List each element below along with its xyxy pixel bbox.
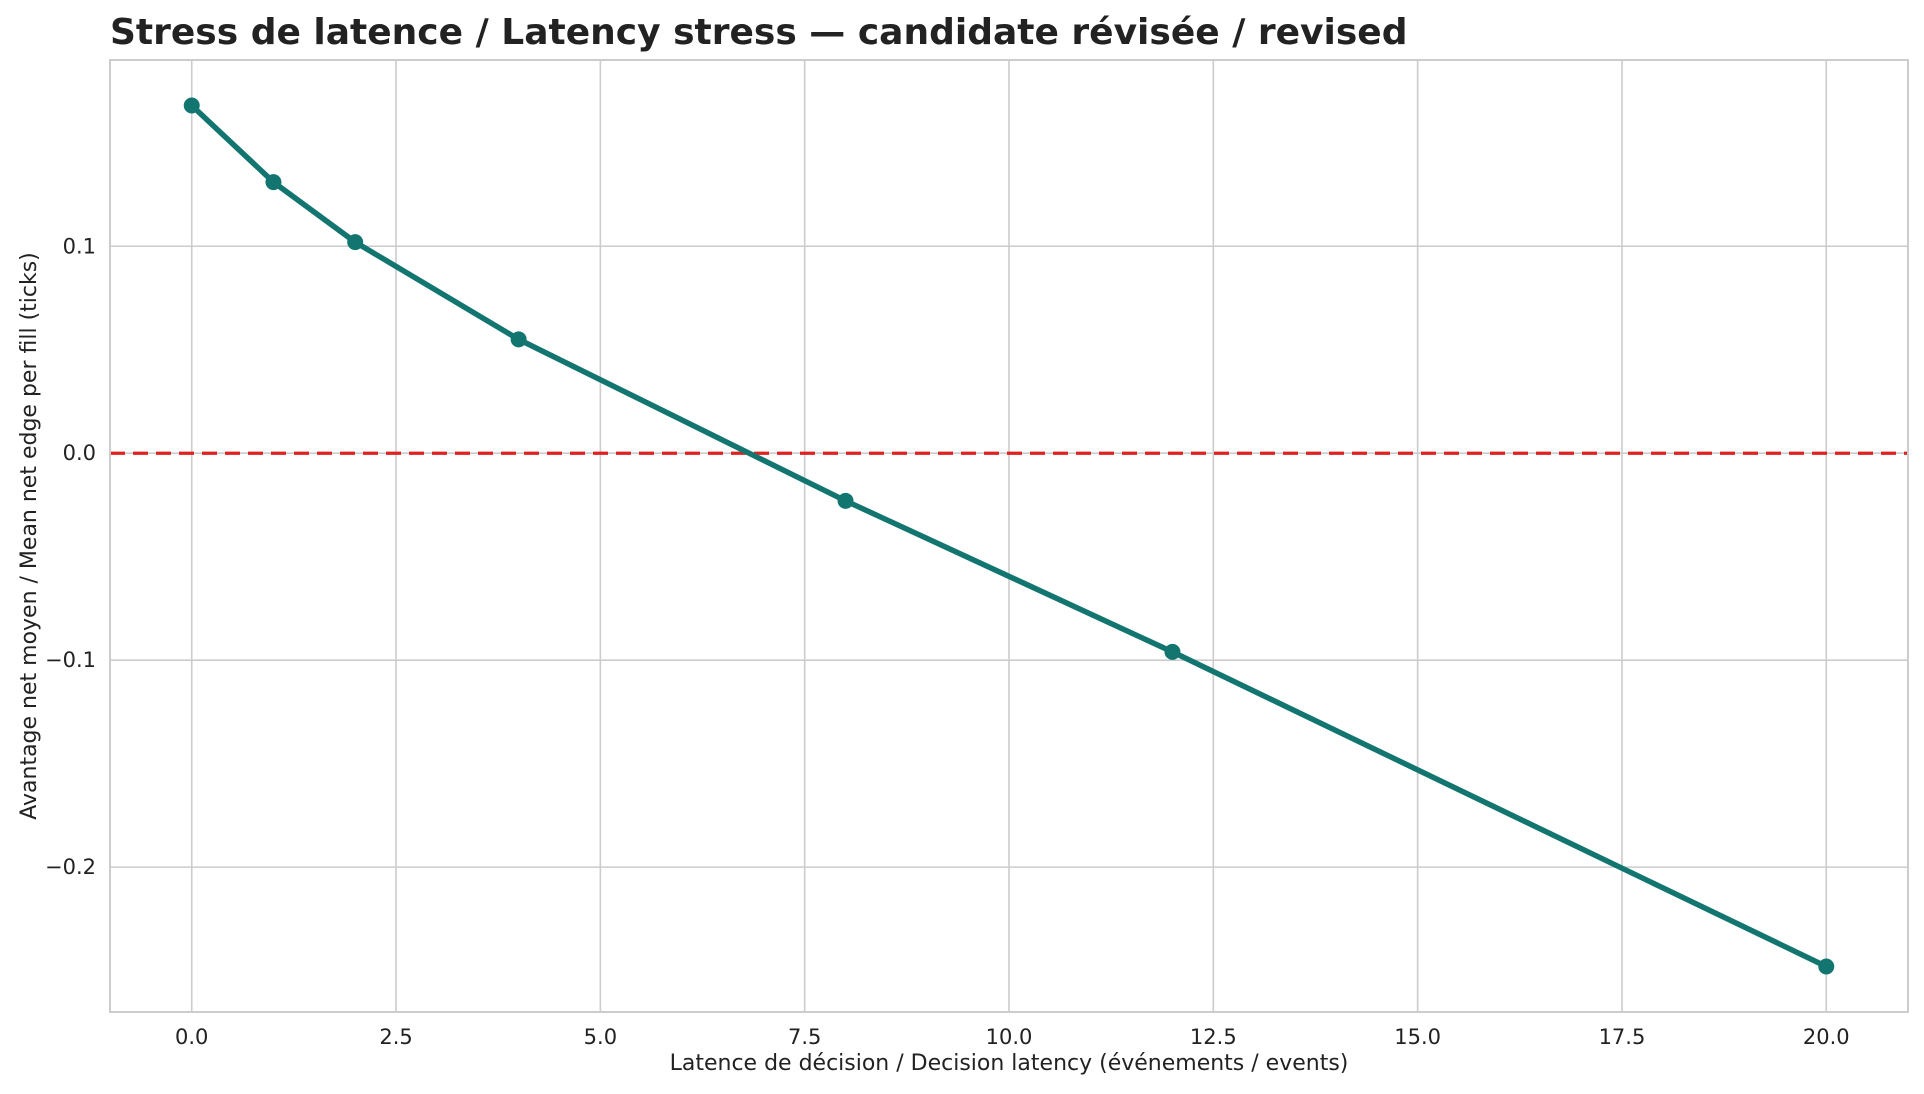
y-tick-labels: 0.1 0.0 −0.1 −0.2 (45, 234, 96, 879)
x-axis-label: Latence de décision / Decision latency (… (670, 1051, 1349, 1076)
plot-frame (109, 59, 1909, 1013)
series-layer (183, 97, 1835, 975)
x-tick-label: 12.5 (1190, 1025, 1237, 1049)
grid (110, 60, 1908, 1012)
data-point (265, 174, 282, 191)
x-tick-labels: 0.0 2.5 5.0 7.5 10.0 12.5 15.0 17.5 20.0 (175, 1025, 1850, 1049)
data-point (1164, 643, 1181, 660)
y-axis-label: Avantage net moyen / Mean net edge per f… (17, 252, 42, 820)
x-tick-label: 7.5 (788, 1025, 821, 1049)
x-tick-label: 20.0 (1803, 1025, 1850, 1049)
x-tick-label: 15.0 (1394, 1025, 1441, 1049)
y-tick-label: −0.2 (45, 855, 96, 879)
x-tick-label: 10.0 (986, 1025, 1033, 1049)
x-tick-label: 2.5 (379, 1025, 412, 1049)
data-point (183, 97, 200, 114)
data-point (347, 234, 364, 251)
x-tick-label: 17.5 (1599, 1025, 1646, 1049)
y-tick-label: 0.1 (63, 234, 96, 258)
x-tick-label: 5.0 (584, 1025, 617, 1049)
y-tick-label: −0.1 (45, 648, 96, 672)
y-tick-label: 0.0 (63, 441, 96, 465)
chart-title: Stress de latence / Latency stress — can… (110, 12, 1407, 53)
data-point (1818, 958, 1835, 975)
data-point (510, 331, 527, 348)
data-point (837, 492, 854, 509)
x-tick-label: 0.0 (175, 1025, 208, 1049)
